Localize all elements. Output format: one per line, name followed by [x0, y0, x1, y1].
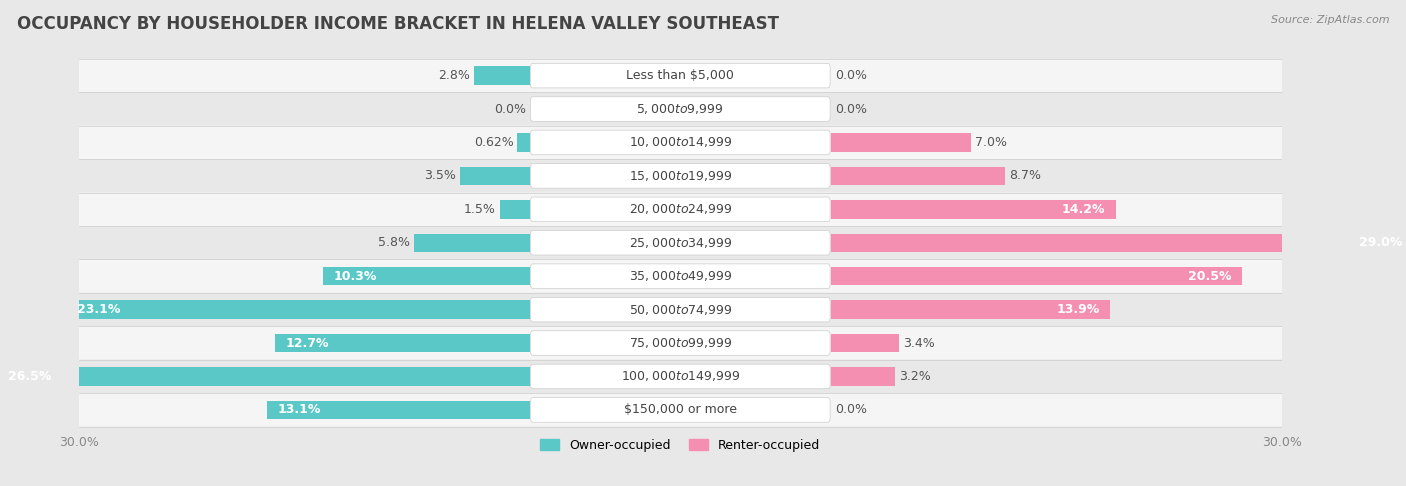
Bar: [267, 400, 530, 419]
FancyBboxPatch shape: [79, 360, 1282, 393]
Legend: Owner-occupied, Renter-occupied: Owner-occupied, Renter-occupied: [540, 439, 820, 452]
Text: 0.0%: 0.0%: [835, 69, 866, 82]
Text: $15,000 to $19,999: $15,000 to $19,999: [628, 169, 733, 183]
FancyBboxPatch shape: [79, 92, 1282, 126]
FancyBboxPatch shape: [79, 192, 1282, 226]
Bar: [831, 133, 972, 152]
Text: $150,000 or more: $150,000 or more: [624, 403, 737, 417]
Bar: [0, 367, 530, 386]
Text: 14.2%: 14.2%: [1062, 203, 1105, 216]
Text: 5.8%: 5.8%: [378, 236, 409, 249]
FancyBboxPatch shape: [79, 59, 1282, 92]
FancyBboxPatch shape: [79, 159, 1282, 192]
FancyBboxPatch shape: [530, 164, 830, 188]
Bar: [831, 167, 1005, 185]
Text: 23.1%: 23.1%: [76, 303, 120, 316]
FancyBboxPatch shape: [530, 297, 830, 322]
Text: 3.4%: 3.4%: [903, 336, 935, 349]
FancyBboxPatch shape: [530, 264, 830, 289]
FancyBboxPatch shape: [530, 197, 830, 222]
FancyBboxPatch shape: [530, 398, 830, 422]
Text: 13.9%: 13.9%: [1056, 303, 1099, 316]
Bar: [831, 200, 1115, 219]
FancyBboxPatch shape: [530, 97, 830, 122]
Text: 0.0%: 0.0%: [835, 103, 866, 116]
FancyBboxPatch shape: [79, 393, 1282, 427]
Text: $20,000 to $24,999: $20,000 to $24,999: [628, 202, 733, 216]
Bar: [499, 200, 530, 219]
Text: 0.0%: 0.0%: [494, 103, 526, 116]
Text: 8.7%: 8.7%: [1010, 170, 1042, 182]
Bar: [831, 234, 1406, 252]
Text: OCCUPANCY BY HOUSEHOLDER INCOME BRACKET IN HELENA VALLEY SOUTHEAST: OCCUPANCY BY HOUSEHOLDER INCOME BRACKET …: [17, 15, 779, 33]
FancyBboxPatch shape: [79, 126, 1282, 159]
Bar: [323, 267, 530, 285]
Text: 1.5%: 1.5%: [464, 203, 496, 216]
Text: 13.1%: 13.1%: [277, 403, 321, 417]
Bar: [831, 267, 1241, 285]
FancyBboxPatch shape: [530, 331, 830, 355]
Text: $25,000 to $34,999: $25,000 to $34,999: [628, 236, 733, 250]
FancyBboxPatch shape: [530, 130, 830, 155]
FancyBboxPatch shape: [79, 226, 1282, 260]
Bar: [474, 67, 530, 85]
Text: 7.0%: 7.0%: [976, 136, 1007, 149]
Text: $35,000 to $49,999: $35,000 to $49,999: [628, 269, 733, 283]
Text: 0.62%: 0.62%: [474, 136, 513, 149]
Text: 3.2%: 3.2%: [898, 370, 931, 383]
Bar: [276, 334, 530, 352]
Text: 0.0%: 0.0%: [835, 403, 866, 417]
Text: $5,000 to $9,999: $5,000 to $9,999: [637, 102, 724, 116]
Text: $50,000 to $74,999: $50,000 to $74,999: [628, 303, 733, 316]
Text: $100,000 to $149,999: $100,000 to $149,999: [620, 369, 740, 383]
FancyBboxPatch shape: [79, 260, 1282, 293]
Text: 2.8%: 2.8%: [437, 69, 470, 82]
FancyBboxPatch shape: [530, 364, 830, 389]
Bar: [66, 300, 530, 319]
Text: 12.7%: 12.7%: [285, 336, 329, 349]
Text: Less than $5,000: Less than $5,000: [626, 69, 734, 82]
FancyBboxPatch shape: [530, 230, 830, 255]
Bar: [413, 234, 530, 252]
Text: $10,000 to $14,999: $10,000 to $14,999: [628, 136, 733, 150]
Bar: [460, 167, 530, 185]
Text: 20.5%: 20.5%: [1188, 270, 1232, 283]
Bar: [831, 334, 898, 352]
Text: 29.0%: 29.0%: [1360, 236, 1402, 249]
Text: $75,000 to $99,999: $75,000 to $99,999: [628, 336, 733, 350]
FancyBboxPatch shape: [79, 293, 1282, 326]
Text: 3.5%: 3.5%: [423, 170, 456, 182]
Bar: [517, 133, 530, 152]
Text: 10.3%: 10.3%: [333, 270, 377, 283]
FancyBboxPatch shape: [79, 326, 1282, 360]
Text: Source: ZipAtlas.com: Source: ZipAtlas.com: [1271, 15, 1389, 25]
Text: 26.5%: 26.5%: [8, 370, 52, 383]
Bar: [831, 367, 894, 386]
Bar: [831, 300, 1109, 319]
FancyBboxPatch shape: [530, 63, 830, 88]
